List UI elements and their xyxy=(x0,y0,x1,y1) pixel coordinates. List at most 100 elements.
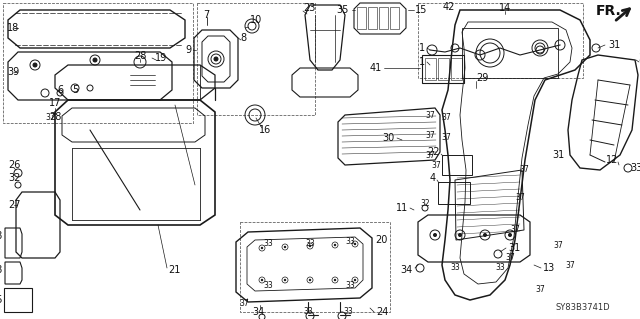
Circle shape xyxy=(433,233,437,237)
Circle shape xyxy=(261,247,263,249)
Text: 15: 15 xyxy=(415,5,428,15)
Bar xyxy=(462,28,558,78)
Text: 37: 37 xyxy=(519,166,529,174)
Text: 28: 28 xyxy=(49,112,61,122)
Text: 18: 18 xyxy=(7,23,19,33)
Text: 14: 14 xyxy=(499,3,511,13)
Text: 17: 17 xyxy=(49,98,61,108)
Text: 37: 37 xyxy=(565,261,575,270)
Text: 37: 37 xyxy=(431,160,441,169)
Text: 21: 21 xyxy=(168,265,180,275)
Text: 31: 31 xyxy=(553,150,565,160)
Text: 37: 37 xyxy=(425,151,435,160)
Text: 33: 33 xyxy=(345,280,355,290)
Bar xyxy=(357,7,366,29)
Text: 37: 37 xyxy=(425,131,435,140)
Text: 37: 37 xyxy=(441,114,451,122)
Bar xyxy=(418,3,583,78)
Text: 32: 32 xyxy=(8,173,20,183)
Text: 4: 4 xyxy=(430,173,436,183)
Text: 35: 35 xyxy=(337,5,349,15)
Text: 33: 33 xyxy=(343,308,353,316)
Text: 37: 37 xyxy=(425,112,435,121)
Text: 6: 6 xyxy=(57,85,63,95)
Text: 26: 26 xyxy=(8,160,20,170)
Text: 37: 37 xyxy=(239,299,249,308)
Text: 37: 37 xyxy=(441,133,451,143)
Bar xyxy=(442,155,472,175)
Bar xyxy=(240,222,390,312)
Text: 37: 37 xyxy=(515,194,525,203)
Circle shape xyxy=(214,57,218,61)
Text: 33: 33 xyxy=(630,163,640,173)
Text: 33: 33 xyxy=(345,238,355,247)
Bar xyxy=(451,58,462,80)
Text: 1: 1 xyxy=(419,57,425,67)
Text: 32: 32 xyxy=(420,199,430,209)
Text: 33: 33 xyxy=(263,240,273,249)
Bar xyxy=(197,3,315,115)
Text: 33: 33 xyxy=(263,280,273,290)
Text: 23: 23 xyxy=(303,3,316,13)
Text: 33: 33 xyxy=(450,263,460,272)
Text: 11: 11 xyxy=(396,203,408,213)
Text: 33: 33 xyxy=(305,239,315,248)
Text: 29: 29 xyxy=(476,73,488,83)
Text: 37: 37 xyxy=(510,226,520,234)
Circle shape xyxy=(483,233,487,237)
Text: 27: 27 xyxy=(8,200,20,210)
Text: 19: 19 xyxy=(155,53,167,63)
Text: 34: 34 xyxy=(252,307,264,317)
Text: 38: 38 xyxy=(0,231,3,241)
Circle shape xyxy=(261,279,263,281)
Text: 37: 37 xyxy=(535,286,545,294)
Text: 33: 33 xyxy=(303,308,313,316)
Bar xyxy=(379,7,388,29)
Bar xyxy=(425,58,436,80)
Text: 10: 10 xyxy=(250,15,262,25)
Bar xyxy=(368,7,377,29)
Text: 31: 31 xyxy=(508,243,520,253)
Text: 20: 20 xyxy=(375,235,387,245)
Circle shape xyxy=(309,279,311,281)
Circle shape xyxy=(354,279,356,281)
Bar xyxy=(422,55,464,83)
Circle shape xyxy=(284,279,286,281)
Text: 33: 33 xyxy=(495,263,505,272)
Bar xyxy=(438,58,449,80)
Text: 37: 37 xyxy=(553,241,563,249)
Text: 22: 22 xyxy=(428,147,440,157)
Bar xyxy=(438,182,470,204)
Text: 42: 42 xyxy=(443,2,455,12)
Text: 9: 9 xyxy=(185,45,191,55)
Text: 37: 37 xyxy=(45,114,55,122)
Circle shape xyxy=(458,233,462,237)
Circle shape xyxy=(309,245,311,247)
Circle shape xyxy=(284,246,286,248)
Circle shape xyxy=(354,243,356,245)
Text: 38: 38 xyxy=(0,265,3,275)
Text: 30: 30 xyxy=(383,133,395,143)
Text: 41: 41 xyxy=(370,63,382,73)
Bar xyxy=(3,3,193,123)
Circle shape xyxy=(334,244,336,246)
Text: 28: 28 xyxy=(134,51,146,61)
Text: 39: 39 xyxy=(7,67,19,77)
Text: 13: 13 xyxy=(543,263,556,273)
Text: 37: 37 xyxy=(505,254,515,263)
Text: 16: 16 xyxy=(259,125,271,135)
Text: 24: 24 xyxy=(376,307,388,317)
Circle shape xyxy=(334,279,336,281)
Text: 1: 1 xyxy=(419,43,425,53)
Circle shape xyxy=(508,233,512,237)
Bar xyxy=(4,288,32,312)
Text: 36: 36 xyxy=(638,53,640,63)
Circle shape xyxy=(33,63,37,67)
Circle shape xyxy=(93,58,97,62)
Text: SY83B3741D: SY83B3741D xyxy=(556,303,611,313)
Text: 5: 5 xyxy=(72,85,78,95)
Text: 7: 7 xyxy=(203,10,209,20)
Bar xyxy=(390,7,399,29)
Text: 12: 12 xyxy=(605,155,618,165)
Text: 34: 34 xyxy=(401,265,413,275)
